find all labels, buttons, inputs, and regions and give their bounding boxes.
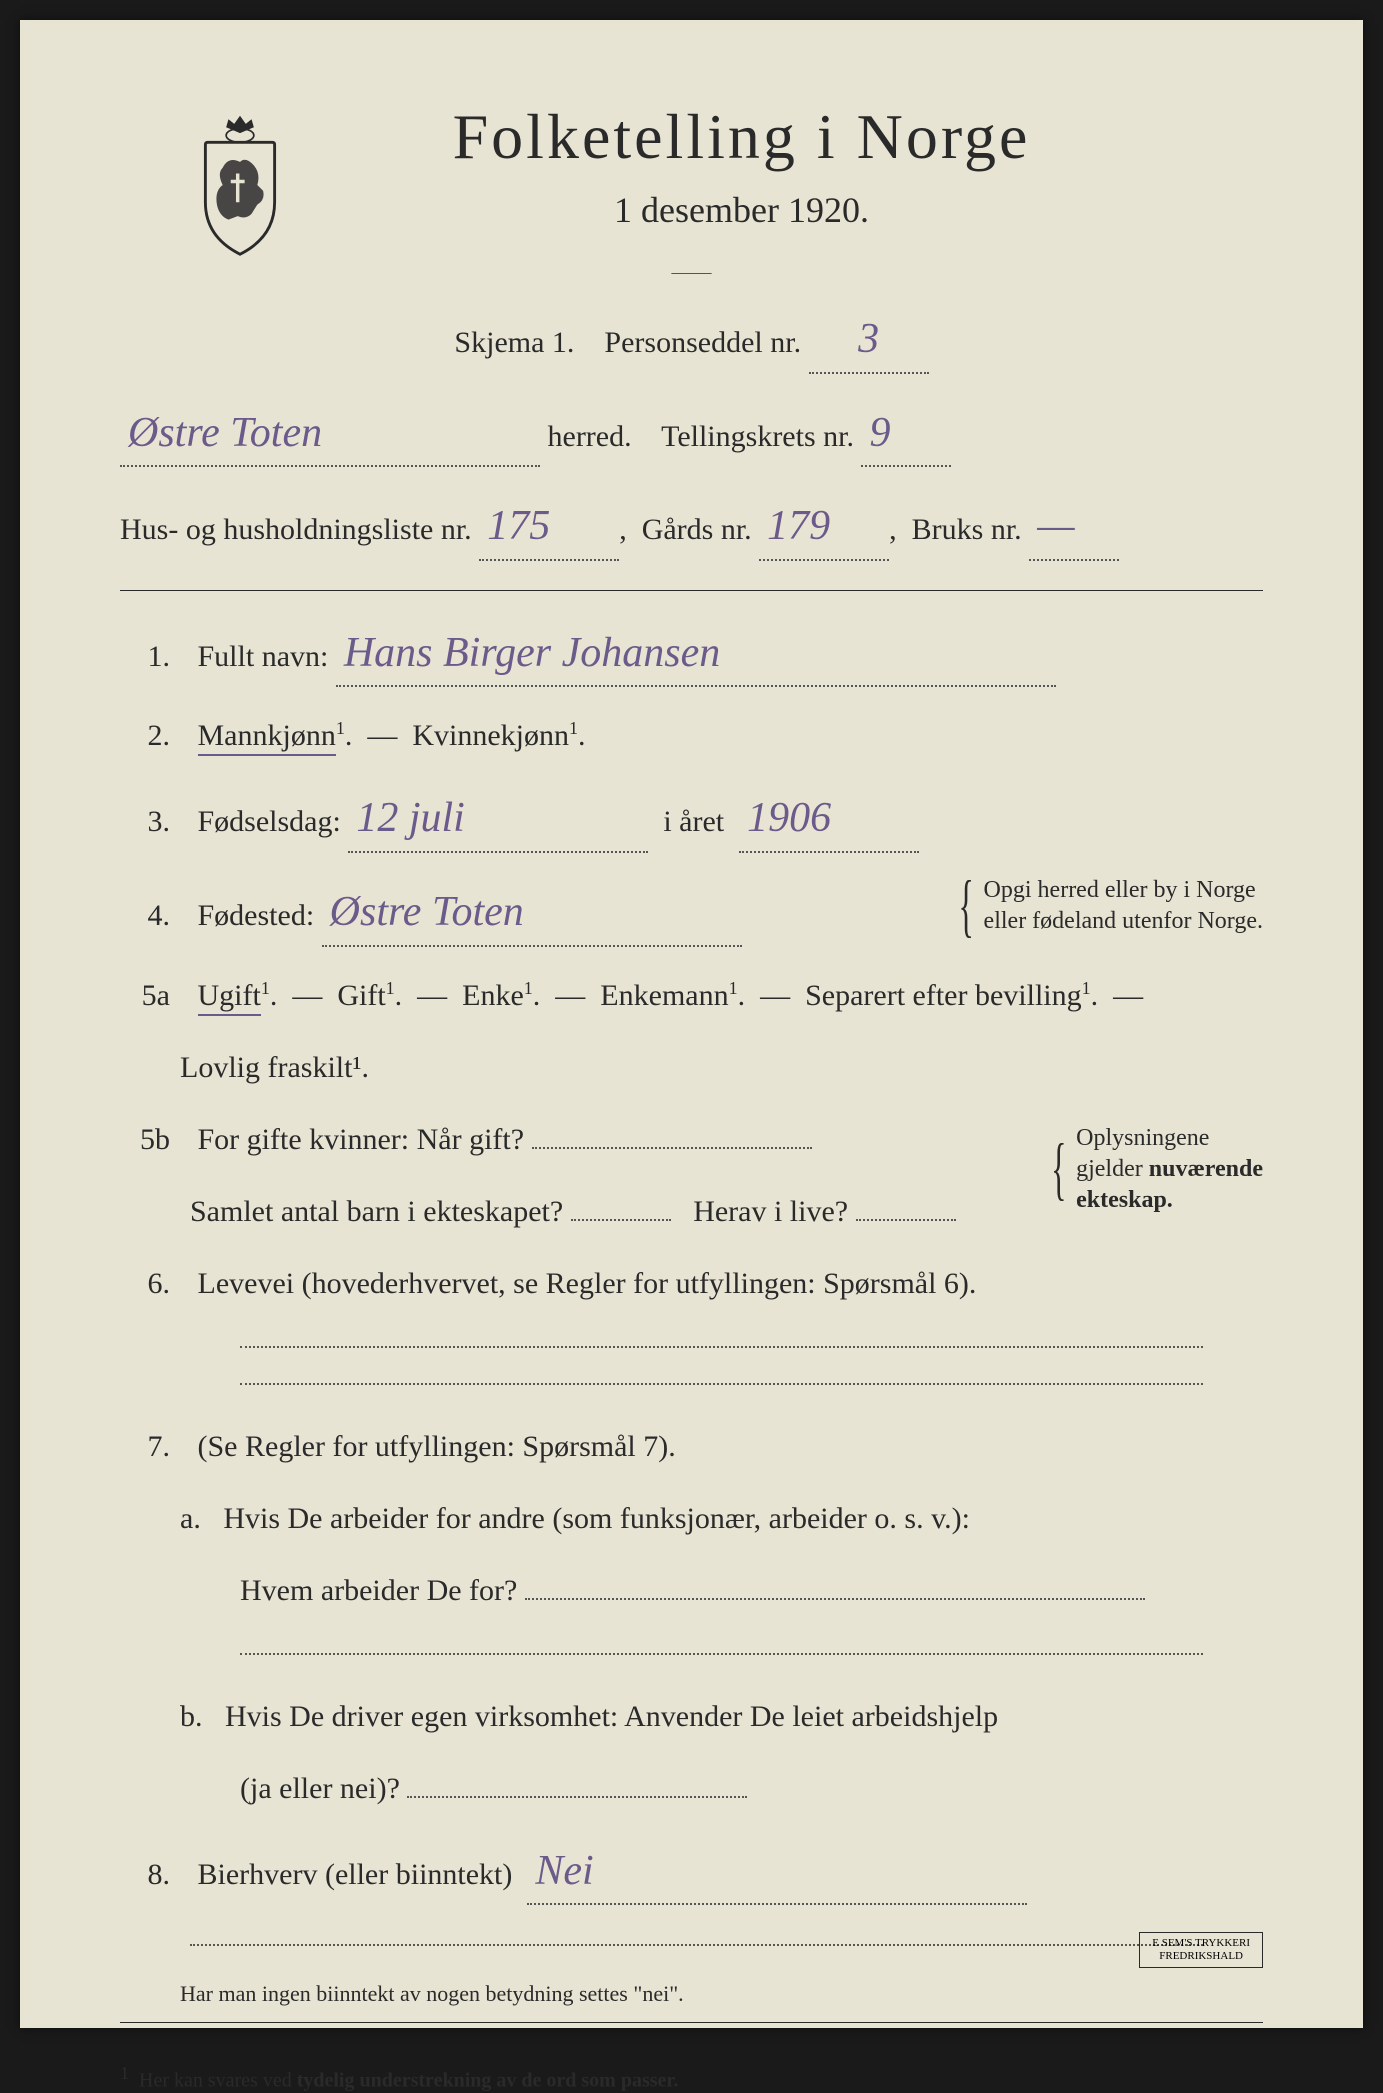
q3-num: 3. [120, 795, 170, 849]
q7b-label: b. [180, 1700, 203, 1733]
bruks-label: Bruks nr. [912, 513, 1022, 546]
q7-intro-text: (Se Regler for utfyllingen: Spørsmål 7). [198, 1430, 676, 1463]
q5b-line1: 5b For gifte kvinner: Når gift? Samlet a… [120, 1113, 1263, 1239]
q5b-note: Oplysningene gjelder nuværende ekteskap. [1051, 1123, 1263, 1217]
q8-label: Bierhverv (eller biinntekt) [198, 1858, 513, 1891]
q5a-num: 5a [120, 969, 170, 1023]
q7b-line1: b. Hvis De driver egen virksomhet: Anven… [120, 1690, 1263, 1744]
herred-label: herred. [548, 420, 632, 453]
schema-line: Skjema 1. Personseddel nr. 3 [120, 302, 1263, 378]
form-title: Folketelling i Norge [220, 100, 1263, 174]
q4-num: 4. [120, 889, 170, 943]
q1-line: 1. Fullt navn: Hans Birger Johansen [120, 616, 1263, 692]
q5b-l2a: Samlet antal barn i ekteskapet? [190, 1195, 563, 1228]
q7a-l2: Hvem arbeider De for? [240, 1574, 517, 1607]
section-rule [120, 590, 1263, 591]
form-header: Folketelling i Norge 1 desember 1920. [120, 100, 1263, 231]
footer-note: Har man ingen biinntekt av nogen betydni… [120, 1981, 1263, 2007]
herred-value: Østre Toten [120, 396, 330, 472]
gards-label: Gårds nr. [642, 513, 752, 546]
husliste-nr: 175 [479, 489, 558, 565]
q8-line: 8. Bierhverv (eller biinntekt) Nei [120, 1834, 1263, 1910]
footnote: 1 Her kan svares ved tydelig understrekn… [120, 2053, 1263, 2093]
q4-value: Østre Toten [322, 875, 532, 951]
q1-label: Fullt navn: [198, 640, 329, 673]
printer-stamp: E SEM'S TRYKKERI FREDRIKSHALD [1139, 1932, 1263, 1968]
q1-value: Hans Birger Johansen [336, 616, 728, 692]
gards-nr: 179 [759, 489, 838, 565]
q5b-l2b: Herav i live? [693, 1195, 848, 1228]
q1-num: 1. [120, 630, 170, 684]
q7a-blank [240, 1653, 1203, 1655]
husliste-line: Hus- og husholdningsliste nr. 175 , Gård… [120, 489, 1263, 565]
q4-line: 4. Fødested: Østre Toten Opgi herred ell… [120, 875, 1263, 951]
q4-label: Fødested: [198, 899, 315, 932]
tellingskrets-nr: 9 [861, 396, 898, 472]
q7-intro: 7. (Se Regler for utfyllingen: Spørsmål … [120, 1420, 1263, 1474]
q6-num: 6. [120, 1257, 170, 1311]
q7b-line2: (ja eller nei)? [120, 1762, 1263, 1816]
q5b-l1: For gifte kvinner: Når gift? [198, 1123, 525, 1156]
personseddel-nr: 3 [850, 302, 887, 378]
q5b-num: 5b [120, 1113, 170, 1167]
q3-year: 1906 [739, 781, 839, 857]
q3-line: 3. Fødselsdag: 12 juli i året 1906 [120, 781, 1263, 857]
q2-num: 2. [120, 709, 170, 763]
q6-text: Levevei (hovederhvervet, se Regler for u… [198, 1267, 977, 1300]
q3-day: 12 juli [348, 781, 473, 857]
herred-line: Østre Toten herred. Tellingskrets nr. 9 [120, 396, 1263, 472]
q3-label: Fødselsdag: [198, 805, 341, 838]
footnote-rule [120, 2022, 1263, 2023]
bruks-nr: — [1029, 489, 1082, 565]
q5a-line2: Lovlig fraskilt¹. [120, 1041, 1263, 1095]
q2-mannkjonn: Mannkjønn [198, 719, 336, 756]
tellingskrets-label: Tellingskrets nr. [661, 420, 854, 453]
q2-kvinnekjonn: Kvinnekjønn [412, 719, 569, 752]
q6-blank2 [240, 1383, 1203, 1385]
q7a-l1: Hvis De arbeider for andre (som funksjon… [223, 1502, 970, 1535]
personseddel-label: Personseddel nr. [604, 326, 801, 359]
coat-of-arms-icon [180, 110, 300, 260]
q8-blank [190, 1944, 1203, 1946]
divider: —— [120, 261, 1263, 284]
q7a-label: a. [180, 1502, 201, 1535]
census-form-page: Folketelling i Norge 1 desember 1920. ——… [20, 20, 1363, 2028]
q6-blank1 [240, 1346, 1203, 1348]
schema-label: Skjema 1. [454, 326, 574, 359]
form-subtitle: 1 desember 1920. [220, 189, 1263, 231]
husliste-label: Hus- og husholdningsliste nr. [120, 513, 472, 546]
q6-line: 6. Levevei (hovederhvervet, se Regler fo… [120, 1257, 1263, 1311]
q8-num: 8. [120, 1848, 170, 1902]
q7a-line1: a. Hvis De arbeider for andre (som funks… [120, 1492, 1263, 1546]
q7a-line2: Hvem arbeider De for? [120, 1564, 1263, 1618]
q7b-l1: Hvis De driver egen virksomhet: Anvender… [225, 1700, 998, 1733]
q5a-line: 5a Ugift1. — Gift1. — Enke1. — Enkemann1… [120, 969, 1263, 1023]
q7b-l2: (ja eller nei)? [240, 1772, 400, 1805]
q4-note: Opgi herred eller by i Norge eller fødel… [959, 875, 1263, 937]
q8-value: Nei [527, 1834, 601, 1910]
q7-num: 7. [120, 1420, 170, 1474]
q2-line: 2. Mannkjønn1. — Kvinnekjønn1. [120, 709, 1263, 763]
q3-mid: i året [663, 805, 724, 838]
